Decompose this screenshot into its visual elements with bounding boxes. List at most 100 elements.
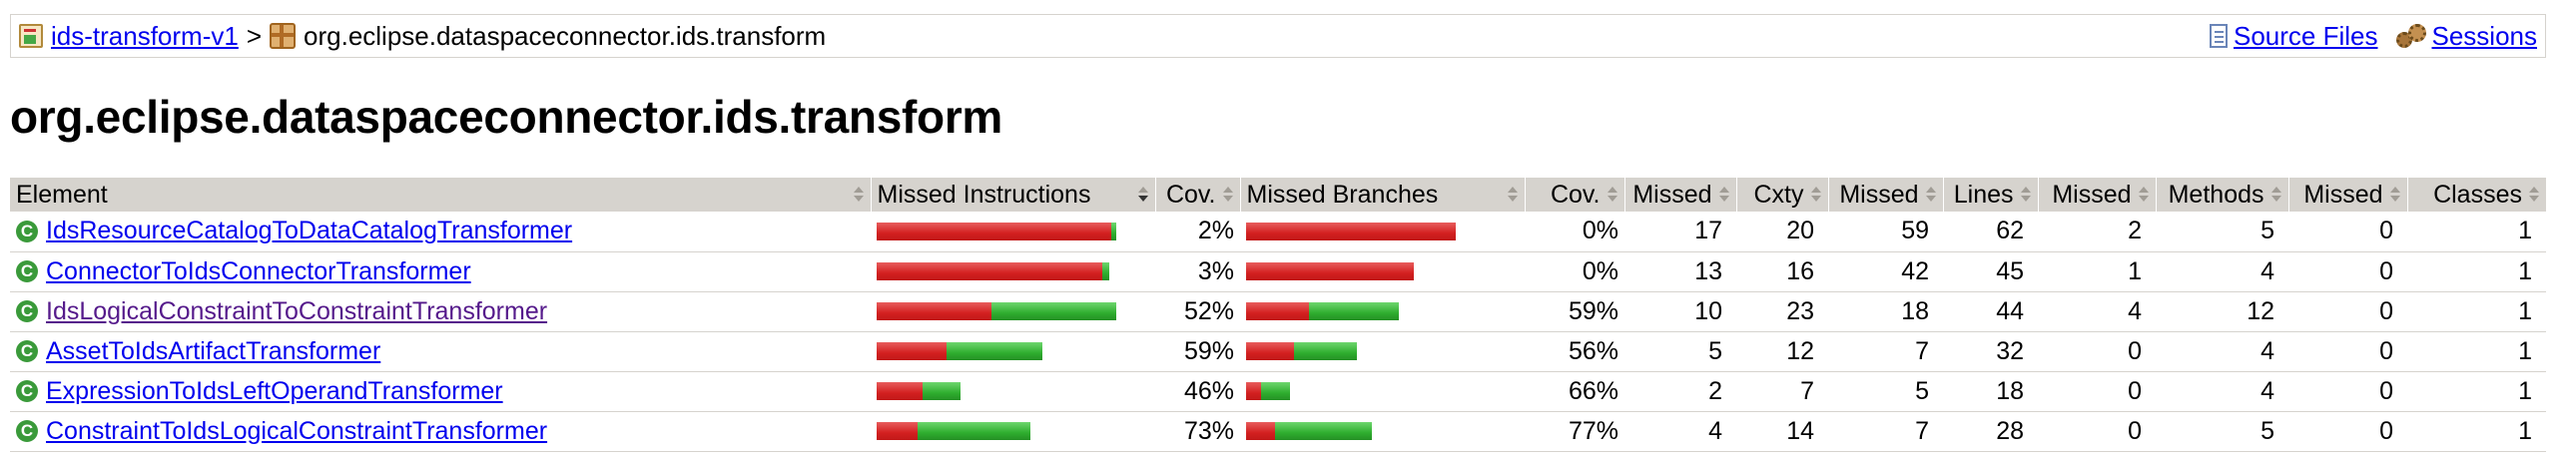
table-row: C IdsResourceCatalogToDataCatalogTransfor… — [10, 212, 2546, 252]
table-row: C IdsLogicalConstraintToConstraintTransfo… — [10, 291, 2546, 332]
sort-icon — [1925, 186, 1937, 204]
lines-total: 18 — [1943, 371, 2038, 412]
missed-instructions-fill — [877, 422, 918, 440]
instruction-coverage: 2% — [1155, 212, 1240, 252]
instructions-bar — [877, 342, 1149, 360]
class-link[interactable]: ConnectorToIdsConnectorTransformer — [46, 256, 471, 285]
classes-missed: 0 — [2288, 251, 2407, 292]
classes-total: 1 — [2407, 251, 2546, 292]
col-header-missed-branches[interactable]: Missed Branches — [1239, 178, 1525, 212]
methods-total: 12 — [2156, 291, 2288, 332]
col-header-methods[interactable]: Methods — [2155, 178, 2288, 212]
lines-missed: 42 — [1828, 251, 1943, 292]
covered-instructions-fill — [1102, 262, 1109, 280]
col-header-methods-missed[interactable]: Missed — [2037, 178, 2156, 212]
complexity-total: 7 — [1736, 371, 1828, 412]
package-icon — [270, 23, 297, 49]
class-link[interactable]: ConstraintToIdsLogicalConstraintTransfor… — [46, 416, 548, 445]
methods-total: 5 — [2156, 411, 2288, 452]
lines-total: 28 — [1943, 411, 2038, 452]
source-files-link[interactable]: Source Files — [2234, 20, 2378, 51]
col-header-classes[interactable]: Classes — [2406, 178, 2546, 212]
branches-bar-cell — [1240, 251, 1525, 292]
missed-branches-fill — [1246, 302, 1309, 320]
col-header-element[interactable]: Element — [10, 178, 871, 212]
instructions-bar-cell — [871, 251, 1155, 292]
methods-total: 5 — [2156, 212, 2288, 252]
instructions-bar — [877, 262, 1149, 280]
col-header-lines-missed[interactable]: Missed — [1827, 178, 1943, 212]
missed-branches-fill — [1246, 342, 1294, 360]
classes-missed: 0 — [2288, 411, 2407, 452]
methods-missed: 0 — [2038, 331, 2156, 372]
instructions-bar-cell — [871, 371, 1155, 412]
branches-bar — [1246, 262, 1519, 280]
class-link[interactable]: AssetToIdsArtifactTransformer — [46, 336, 381, 365]
classes-missed: 0 — [2288, 331, 2407, 372]
branch-coverage: 56% — [1525, 331, 1624, 372]
instructions-bar — [877, 302, 1149, 320]
sort-icon — [2020, 186, 2032, 204]
table-header-row: Element Missed Instructions Cov. Missed … — [10, 178, 2546, 212]
covered-branches-fill — [1275, 422, 1372, 440]
col-header-lines[interactable]: Lines — [1942, 178, 2038, 212]
sort-icon — [1607, 186, 1618, 204]
complexity-missed: 2 — [1624, 371, 1736, 412]
missed-instructions-fill — [877, 382, 923, 400]
branches-bar — [1246, 382, 1519, 400]
sort-icon — [2528, 186, 2540, 204]
methods-missed: 4 — [2038, 291, 2156, 332]
class-link[interactable]: ExpressionToIdsLeftOperandTransformer — [46, 376, 503, 405]
complexity-missed: 10 — [1624, 291, 1736, 332]
element-cell: C AssetToIdsArtifactTransformer — [10, 331, 871, 372]
classes-missed: 0 — [2288, 371, 2407, 412]
branches-bar-cell — [1240, 212, 1525, 252]
sort-icon — [2389, 186, 2401, 204]
complexity-missed: 13 — [1624, 251, 1736, 292]
lines-missed: 7 — [1828, 411, 1943, 452]
lines-missed: 5 — [1828, 371, 1943, 412]
branch-coverage: 77% — [1525, 411, 1624, 452]
sessions-icon — [2395, 24, 2426, 48]
col-header-cxty[interactable]: Cxty — [1735, 178, 1828, 212]
branches-bar — [1246, 302, 1519, 320]
methods-total: 4 — [2156, 371, 2288, 412]
classes-total: 1 — [2407, 291, 2546, 332]
coverage-table: Element Missed Instructions Cov. Missed … — [10, 178, 2546, 452]
class-link[interactable]: IdsLogicalConstraintToConstraintTransfor… — [46, 296, 548, 325]
covered-instructions-fill — [991, 302, 1116, 320]
classes-total: 1 — [2407, 212, 2546, 252]
methods-missed: 0 — [2038, 411, 2156, 452]
sort-icon — [853, 186, 865, 204]
classes-total: 1 — [2407, 371, 2546, 412]
class-link[interactable]: IdsResourceCatalogToDataCatalogTransform… — [46, 217, 573, 245]
classes-total: 1 — [2407, 411, 2546, 452]
sessions-link[interactable]: Sessions — [2431, 20, 2538, 51]
branch-coverage: 66% — [1525, 371, 1624, 412]
sort-desc-icon — [1137, 186, 1149, 204]
col-header-cx-missed[interactable]: Missed — [1623, 178, 1736, 212]
source-files-icon — [2210, 24, 2228, 48]
covered-branches-fill — [1294, 342, 1357, 360]
class-icon: C — [16, 260, 38, 282]
classes-missed: 0 — [2288, 291, 2407, 332]
page-title: org.eclipse.dataspaceconnector.ids.trans… — [10, 91, 1003, 143]
instruction-coverage: 73% — [1155, 411, 1240, 452]
col-header-instr-cov[interactable]: Cov. — [1154, 178, 1240, 212]
complexity-total: 12 — [1736, 331, 1828, 372]
covered-instructions-fill — [1111, 222, 1116, 240]
branches-bar-cell — [1240, 371, 1525, 412]
col-header-branch-cov[interactable]: Cov. — [1524, 178, 1624, 212]
branches-bar — [1246, 422, 1519, 440]
classes-missed: 0 — [2288, 212, 2407, 252]
methods-total: 4 — [2156, 331, 2288, 372]
breadcrumb-report-link[interactable]: ids-transform-v1 — [51, 20, 239, 51]
lines-missed: 59 — [1828, 212, 1943, 252]
instruction-coverage: 46% — [1155, 371, 1240, 412]
missed-branches-fill — [1246, 222, 1456, 240]
missed-branches-fill — [1246, 382, 1261, 400]
col-header-missed-instructions[interactable]: Missed Instructions — [870, 178, 1155, 212]
col-header-classes-missed[interactable]: Missed — [2287, 178, 2407, 212]
instructions-bar-cell — [871, 291, 1155, 332]
missed-instructions-fill — [877, 222, 1111, 240]
